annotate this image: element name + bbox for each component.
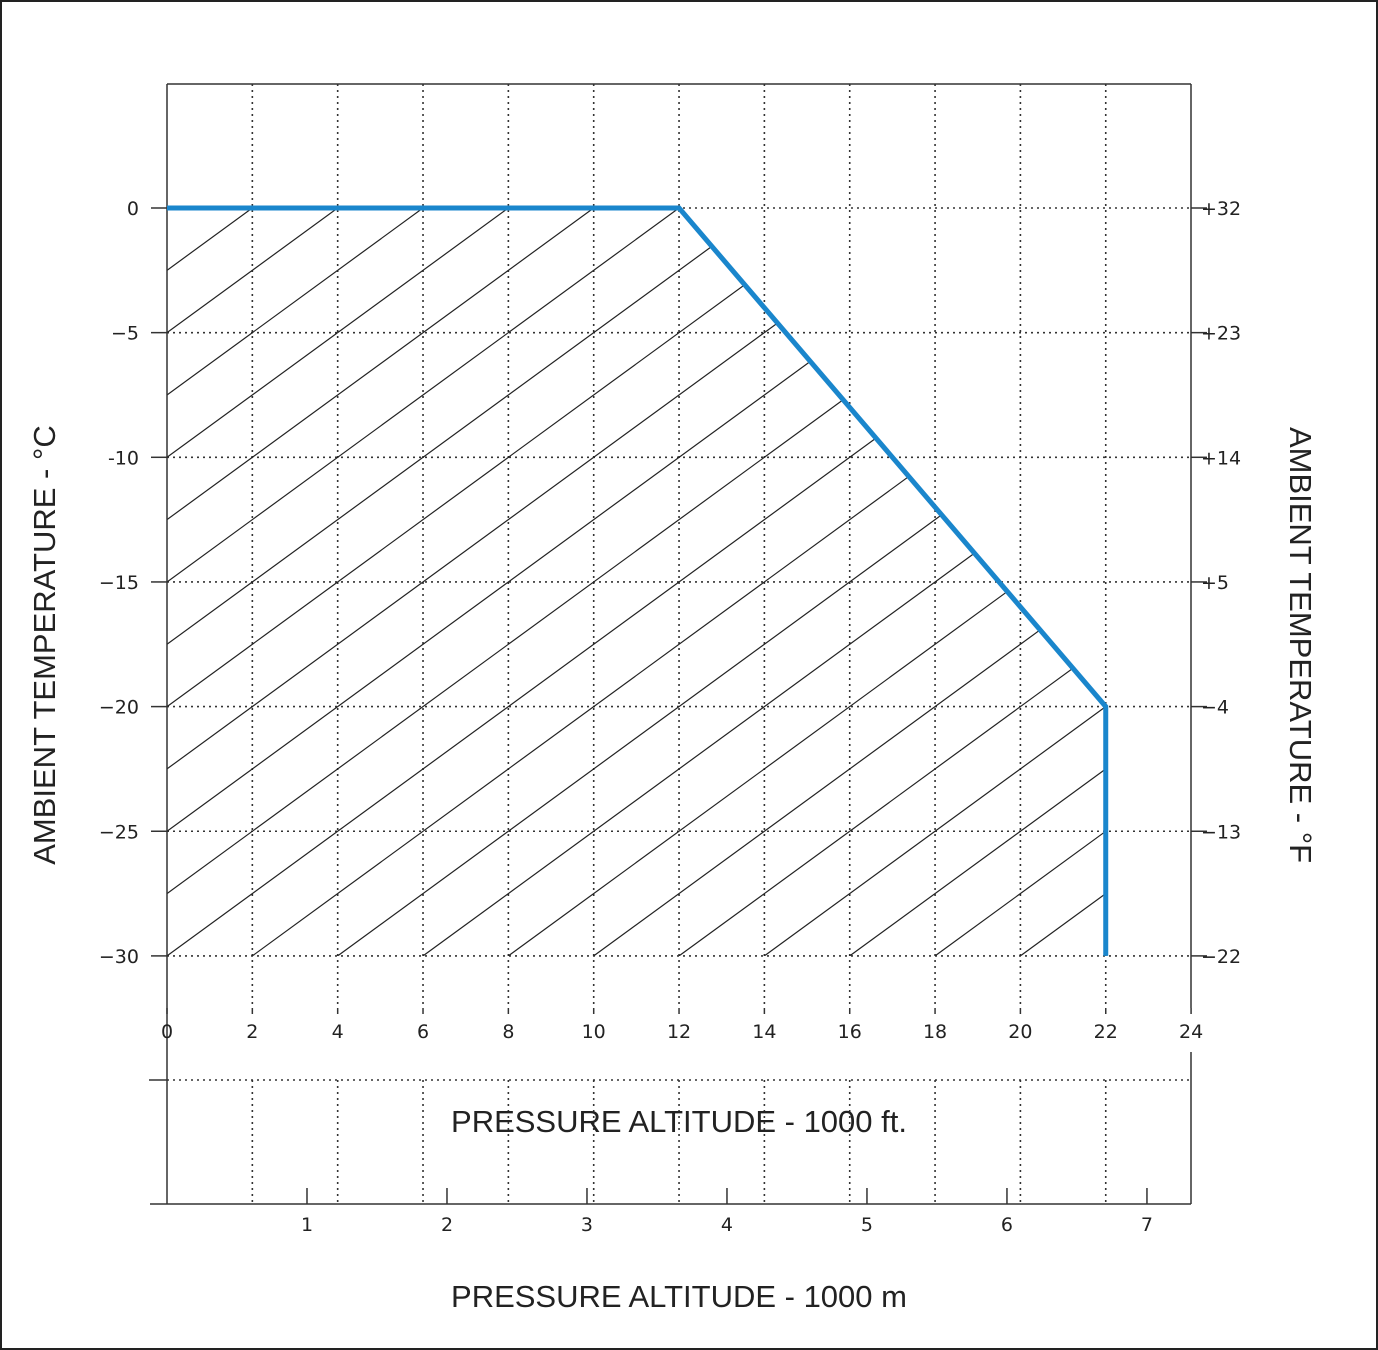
hatch-line	[167, 208, 429, 956]
tick-label-y-c: −30	[99, 946, 139, 968]
tick-label-x-ft: 2	[246, 1021, 258, 1043]
tick-label-y-f: −22	[1201, 946, 1241, 968]
boundary-series-line	[167, 205, 1109, 956]
hatch-line	[167, 208, 856, 956]
hatch-line	[251, 208, 1106, 956]
hatch-line	[678, 208, 1106, 956]
tick-label-x-m: 5	[861, 1214, 873, 1236]
tick-label-x-ft: 12	[667, 1021, 691, 1043]
tick-label-x-ft: 22	[1094, 1021, 1118, 1043]
tick-label-y-c: 0	[127, 198, 139, 220]
tick-labels: 0 2 4 6 8 10 12 14 16 18 20 22 240 +32−5 +23-10 +14−15 +…	[99, 198, 1241, 1236]
tick-label-y-c: −5	[111, 323, 139, 345]
hatch-line	[337, 208, 1106, 956]
tick-label-x-ft: 14	[752, 1021, 776, 1043]
x-axis-title-ft: PRESSURE ALTITUDE - 1000 ft.	[451, 1104, 907, 1139]
hatch-line	[167, 208, 600, 956]
tick-label-y-c: −15	[99, 572, 139, 594]
tick-label-x-m: 3	[581, 1214, 593, 1236]
tick-label-x-ft: 0	[161, 1021, 173, 1043]
plot-frame	[149, 83, 1207, 1205]
tick-label-x-ft: 6	[417, 1021, 429, 1043]
hatch-line	[167, 208, 685, 956]
tick-label-x-m: 7	[1141, 1214, 1153, 1236]
tick-label-y-f: +14	[1201, 447, 1241, 469]
hatch-line	[167, 208, 1106, 956]
hatch-line	[593, 208, 1106, 956]
tick-label-y-f: +5	[1201, 572, 1229, 594]
series-layer	[166, 205, 1109, 957]
tick-label-x-m: 4	[721, 1214, 733, 1236]
hatch-line	[508, 208, 1106, 956]
tick-label-x-ft: 4	[332, 1021, 344, 1043]
tick-label-x-ft: 20	[1008, 1021, 1032, 1043]
hatch-line	[167, 208, 514, 956]
tick-label-y-f: −13	[1201, 821, 1241, 843]
hatch-line	[764, 208, 1106, 956]
tick-label-x-m: 6	[1001, 1214, 1013, 1236]
tick-label-y-c: −20	[99, 697, 139, 719]
tick-label-x-ft: 18	[923, 1021, 947, 1043]
hatch-line	[849, 208, 1106, 956]
tick-label-y-c: -10	[108, 447, 139, 469]
x-axis-title-m: PRESSURE ALTITUDE - 1000 m	[451, 1279, 907, 1314]
tick-label-x-m: 2	[441, 1214, 453, 1236]
tick-label-y-c: −25	[99, 821, 139, 843]
tick-label-x-ft: 10	[582, 1021, 606, 1043]
tick-label-x-m: 1	[301, 1214, 313, 1236]
y-axis-title-right: AMBIENT TEMPERATURE - °F	[1283, 427, 1318, 863]
y-axis-title-left: AMBIENT TEMPERATURE - °C	[27, 425, 62, 865]
tick-label-x-ft: 24	[1179, 1021, 1203, 1043]
tick-label-y-f: +23	[1201, 323, 1241, 345]
tick-label-x-ft: 16	[838, 1021, 862, 1043]
hatch-line	[167, 208, 770, 956]
tick-label-y-f: +32	[1201, 198, 1241, 220]
tick-label-x-ft: 8	[502, 1021, 514, 1043]
tick-label-y-f: −4	[1201, 697, 1229, 719]
